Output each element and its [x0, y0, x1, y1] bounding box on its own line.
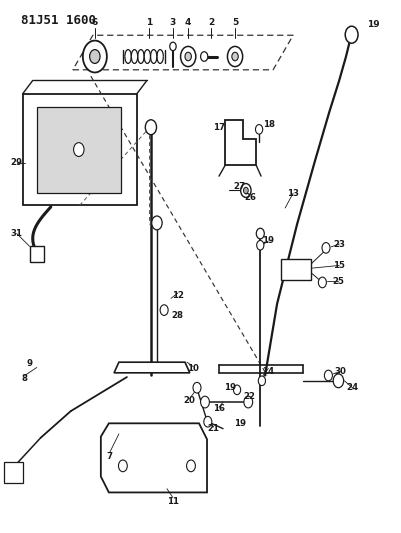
- Circle shape: [192, 382, 200, 393]
- Text: 81J51 1600: 81J51 1600: [21, 14, 95, 27]
- Circle shape: [256, 228, 263, 239]
- Text: 26: 26: [244, 193, 256, 202]
- Text: 19: 19: [224, 383, 236, 392]
- Circle shape: [73, 143, 84, 157]
- Text: 19: 19: [366, 20, 379, 29]
- Text: 6: 6: [91, 18, 98, 27]
- Text: 2: 2: [207, 18, 214, 27]
- Circle shape: [344, 26, 357, 43]
- Text: 22: 22: [243, 392, 255, 401]
- Polygon shape: [280, 259, 310, 280]
- Text: 23: 23: [332, 240, 344, 249]
- Circle shape: [89, 50, 100, 63]
- Text: 19: 19: [261, 237, 273, 246]
- Circle shape: [118, 460, 127, 472]
- Circle shape: [243, 396, 252, 408]
- Text: 28: 28: [170, 311, 182, 320]
- Text: 9: 9: [26, 359, 32, 368]
- Circle shape: [160, 305, 168, 316]
- Circle shape: [200, 396, 209, 408]
- Text: 7: 7: [106, 452, 112, 461]
- Polygon shape: [4, 462, 23, 483]
- Text: 21: 21: [207, 424, 219, 433]
- Text: 27: 27: [233, 182, 245, 191]
- Text: 3: 3: [169, 18, 176, 27]
- Circle shape: [151, 216, 162, 230]
- Polygon shape: [101, 423, 207, 492]
- Circle shape: [83, 41, 107, 72]
- Text: 24: 24: [346, 383, 358, 392]
- Circle shape: [258, 376, 265, 385]
- Circle shape: [200, 52, 207, 61]
- Circle shape: [227, 46, 242, 67]
- Circle shape: [243, 187, 248, 193]
- Text: 5: 5: [231, 18, 237, 27]
- Text: 10: 10: [186, 364, 198, 373]
- Text: 12: 12: [171, 291, 183, 300]
- Polygon shape: [114, 362, 189, 373]
- Text: 25: 25: [331, 277, 343, 286]
- Text: 15: 15: [332, 261, 344, 270]
- Circle shape: [233, 385, 240, 394]
- Text: 19: 19: [234, 419, 246, 428]
- Circle shape: [203, 416, 211, 427]
- Text: 14: 14: [261, 367, 274, 376]
- Circle shape: [240, 183, 251, 197]
- Circle shape: [321, 243, 329, 253]
- Polygon shape: [36, 107, 121, 193]
- Text: 20: 20: [183, 396, 195, 405]
- Text: 18: 18: [262, 119, 274, 128]
- Circle shape: [184, 52, 191, 61]
- Text: 16: 16: [213, 405, 225, 414]
- Circle shape: [255, 125, 262, 134]
- Circle shape: [332, 374, 343, 387]
- Circle shape: [256, 240, 263, 250]
- Text: 11: 11: [166, 497, 178, 506]
- Text: 1: 1: [146, 18, 152, 27]
- Circle shape: [324, 370, 332, 381]
- Text: 4: 4: [184, 18, 191, 27]
- Circle shape: [180, 46, 195, 67]
- Text: 30: 30: [334, 367, 346, 376]
- Polygon shape: [29, 246, 44, 262]
- Text: 8: 8: [22, 374, 28, 383]
- Text: 29: 29: [11, 158, 23, 167]
- Text: 13: 13: [286, 189, 298, 198]
- Circle shape: [318, 277, 326, 288]
- Polygon shape: [225, 120, 256, 165]
- Circle shape: [231, 52, 238, 61]
- Circle shape: [169, 42, 176, 51]
- Circle shape: [186, 460, 195, 472]
- Text: 31: 31: [11, 229, 23, 238]
- Text: 17: 17: [213, 123, 225, 132]
- Polygon shape: [23, 94, 137, 205]
- Circle shape: [145, 120, 156, 135]
